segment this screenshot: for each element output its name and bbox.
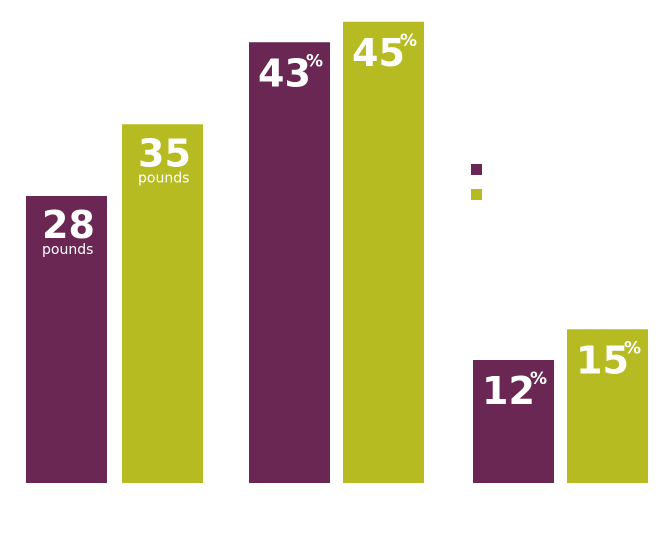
unit-label: pounds bbox=[138, 170, 189, 186]
legend-swatch-2 bbox=[471, 189, 482, 200]
percent-sign: % bbox=[624, 338, 641, 358]
percent-sign: % bbox=[530, 369, 547, 389]
bar-g1-s2 bbox=[122, 124, 203, 483]
value-label: 15 bbox=[576, 338, 629, 382]
bars-layer bbox=[26, 21, 648, 483]
value-label: 35 bbox=[138, 131, 191, 175]
percent-sign: % bbox=[400, 31, 417, 51]
bar-g3-s2 bbox=[567, 329, 648, 483]
unit-label: pounds bbox=[42, 242, 93, 258]
value-label: 28 bbox=[42, 203, 95, 247]
value-label: 12 bbox=[482, 369, 535, 413]
bar-g1-s1 bbox=[26, 196, 107, 483]
bar-g3-s1 bbox=[473, 360, 554, 483]
value-label: 45 bbox=[352, 31, 405, 75]
percent-sign: % bbox=[306, 51, 323, 71]
value-label: 43 bbox=[258, 51, 311, 95]
bar-g2-s1 bbox=[249, 42, 330, 483]
legend-swatch-1 bbox=[471, 164, 482, 175]
legend bbox=[471, 164, 482, 200]
bar-g2-s2 bbox=[343, 21, 424, 483]
